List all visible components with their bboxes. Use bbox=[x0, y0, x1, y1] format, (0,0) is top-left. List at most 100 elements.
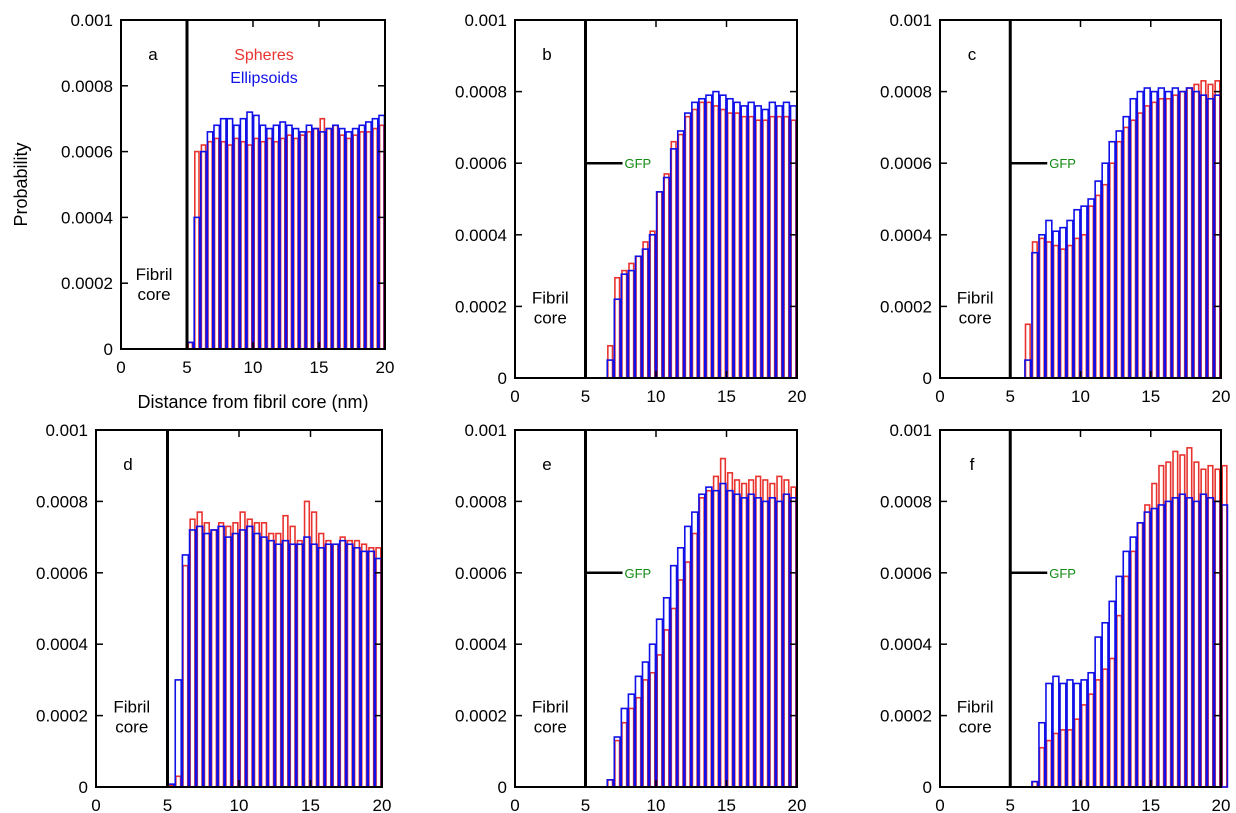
hist-bar-spheres bbox=[740, 482, 748, 788]
hist-bar-spheres bbox=[240, 140, 246, 350]
y-tick-label: 0.0006 bbox=[36, 564, 88, 583]
fibril-core-label-line1: Fibril bbox=[113, 698, 150, 717]
hist-bar-spheres bbox=[790, 119, 797, 379]
x-tick-label: 10 bbox=[244, 358, 263, 377]
hist-bar-spheres bbox=[353, 539, 361, 788]
hist-bar-spheres bbox=[649, 671, 656, 788]
hist-bar-spheres bbox=[748, 115, 755, 379]
hist-bar-spheres bbox=[621, 269, 628, 379]
hist-bar-spheres bbox=[748, 479, 755, 788]
hist-bar-spheres bbox=[1158, 464, 1165, 788]
hist-bar-spheres bbox=[776, 115, 783, 379]
hist-bar-spheres bbox=[1080, 704, 1088, 788]
series-ellipsoids bbox=[606, 482, 798, 788]
y-tick-label: 0.001 bbox=[889, 421, 932, 440]
hist-bar-spheres bbox=[1207, 464, 1214, 788]
hist-bar-spheres bbox=[175, 775, 182, 788]
x-tick-label: 10 bbox=[230, 796, 249, 813]
y-tick-label: 0 bbox=[498, 369, 507, 388]
y-tick-label: 0.001 bbox=[464, 421, 507, 440]
fibril-core-label-line1: Fibril bbox=[136, 265, 173, 284]
hist-bar-spheres bbox=[663, 629, 670, 788]
y-tick-label: 0.0008 bbox=[455, 492, 507, 511]
hist-bar-spheres bbox=[1200, 80, 1207, 379]
hist-bar-spheres bbox=[677, 579, 684, 788]
hist-bar-spheres bbox=[246, 144, 253, 350]
hist-bar-spheres bbox=[372, 127, 378, 350]
hist-bar-spheres bbox=[1123, 126, 1130, 379]
hist-bar-spheres bbox=[1200, 468, 1207, 788]
hist-bar-spheres bbox=[1059, 248, 1067, 379]
hist-bar-spheres bbox=[1151, 101, 1158, 379]
y-tick-label: 0.0004 bbox=[455, 635, 507, 654]
hist-bar-spheres bbox=[783, 115, 790, 379]
hist-bar-spheres bbox=[1172, 450, 1179, 788]
y-tick-label: 0.001 bbox=[464, 11, 507, 30]
hist-bar-spheres bbox=[1179, 454, 1186, 788]
x-tick-label: 10 bbox=[647, 387, 666, 406]
series-ellipsoids bbox=[606, 90, 798, 379]
hist-bar-spheres bbox=[1094, 194, 1102, 379]
x-tick-label: 10 bbox=[1071, 387, 1090, 406]
panel-letter: f bbox=[970, 455, 975, 474]
hist-bar-spheres bbox=[1066, 729, 1074, 788]
fibril-core-label-line1: Fibril bbox=[957, 288, 994, 307]
hist-bar-spheres bbox=[656, 191, 663, 379]
y-tick-label: 0.0004 bbox=[880, 635, 932, 654]
hist-bar-spheres bbox=[755, 119, 762, 379]
hist-bar-spheres bbox=[1038, 237, 1045, 379]
x-tick-label: 5 bbox=[581, 796, 590, 813]
fibril-core-label-line1: Fibril bbox=[532, 288, 569, 307]
hist-bar-spheres bbox=[719, 108, 727, 379]
hist-bar-spheres bbox=[1172, 94, 1179, 379]
x-tick-label: 15 bbox=[1141, 387, 1160, 406]
series-ellipsoids bbox=[167, 525, 383, 788]
hist-bar-spheres bbox=[325, 539, 332, 788]
hist-bar-spheres bbox=[607, 344, 614, 379]
y-tick-label: 0.001 bbox=[45, 421, 88, 440]
hist-bar-spheres bbox=[196, 511, 203, 788]
hist-bar-spheres bbox=[1109, 657, 1116, 788]
hist-bar-spheres bbox=[642, 679, 649, 788]
hist-bar-spheres bbox=[1130, 119, 1137, 379]
hist-bar-spheres bbox=[299, 134, 306, 350]
hist-bar-spheres bbox=[289, 525, 296, 788]
x-tick-label: 0 bbox=[116, 358, 125, 377]
x-tick-label: 15 bbox=[310, 358, 329, 377]
hist-bar-spheres bbox=[1193, 461, 1200, 788]
hist-bar-spheres bbox=[1109, 162, 1116, 379]
y-tick-label: 0.0006 bbox=[61, 143, 113, 162]
hist-bar-spheres bbox=[267, 532, 275, 788]
hist-bar-spheres bbox=[225, 525, 232, 788]
y-tick-label: 0.0006 bbox=[455, 154, 507, 173]
hist-bar-spheres bbox=[1214, 80, 1221, 379]
hist-bar-spheres bbox=[1052, 732, 1060, 788]
y-tick-label: 0.0002 bbox=[455, 297, 507, 316]
x-tick-label: 15 bbox=[1141, 796, 1160, 813]
hist-bar-spheres bbox=[1087, 693, 1095, 788]
hist-bar-spheres bbox=[1059, 729, 1067, 788]
hist-bar-spheres bbox=[790, 486, 797, 788]
x-tick-label: 15 bbox=[717, 387, 736, 406]
y-tick-label: 0.0004 bbox=[455, 226, 507, 245]
hist-bar-spheres bbox=[769, 115, 776, 379]
hist-bar-spheres bbox=[253, 522, 261, 788]
hist-bar-spheres bbox=[1186, 87, 1193, 379]
hist-bar-spheres bbox=[656, 654, 663, 788]
hist-bar-spheres bbox=[378, 124, 385, 350]
hist-bar-spheres bbox=[755, 475, 762, 788]
hist-bar-spheres bbox=[726, 472, 734, 788]
hist-bar-spheres bbox=[220, 140, 227, 350]
fibril-core-label-line2: core bbox=[115, 718, 148, 737]
x-tick-label: 0 bbox=[510, 796, 519, 813]
hist-bar-spheres bbox=[705, 489, 712, 788]
gfp-label: GFP bbox=[625, 156, 652, 171]
hist-bar-spheres bbox=[1186, 447, 1193, 788]
hist-bar-spheres bbox=[698, 497, 705, 788]
hist-bar-spheres bbox=[698, 101, 705, 379]
